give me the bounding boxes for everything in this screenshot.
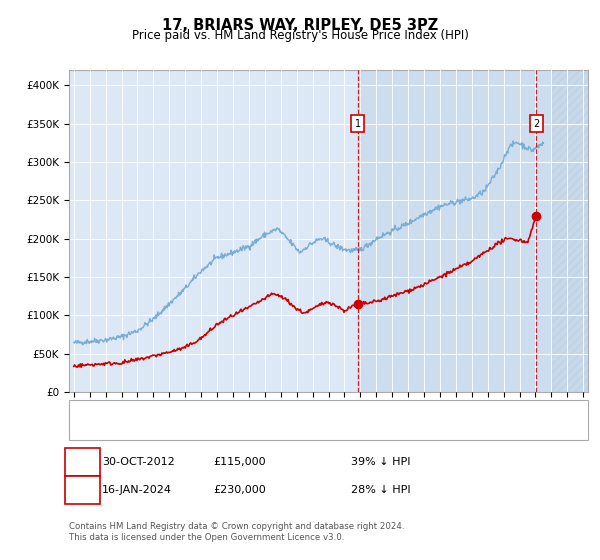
Text: 39% ↓ HPI: 39% ↓ HPI	[351, 457, 410, 467]
Text: HPI: Average price, detached house, Amber Valley: HPI: Average price, detached house, Ambe…	[116, 423, 391, 433]
Text: This data is licensed under the Open Government Licence v3.0.: This data is licensed under the Open Gov…	[69, 533, 344, 543]
Text: Price paid vs. HM Land Registry's House Price Index (HPI): Price paid vs. HM Land Registry's House …	[131, 29, 469, 42]
Bar	[551, 70, 588, 392]
Text: 2: 2	[533, 119, 539, 129]
Text: 17, BRIARS WAY, RIPLEY, DE5 3PZ (detached house): 17, BRIARS WAY, RIPLEY, DE5 3PZ (detache…	[116, 407, 401, 417]
Text: £230,000: £230,000	[213, 485, 266, 495]
Text: £115,000: £115,000	[213, 457, 266, 467]
Text: 2: 2	[79, 485, 86, 495]
Bar	[551, 70, 588, 392]
Text: Contains HM Land Registry data © Crown copyright and database right 2024.: Contains HM Land Registry data © Crown c…	[69, 522, 404, 531]
Bar	[358, 70, 551, 392]
Text: 17, BRIARS WAY, RIPLEY, DE5 3PZ: 17, BRIARS WAY, RIPLEY, DE5 3PZ	[162, 18, 438, 33]
Text: 1: 1	[355, 119, 361, 129]
Text: 1: 1	[79, 457, 86, 467]
Text: 30-OCT-2012: 30-OCT-2012	[102, 457, 175, 467]
Text: 28% ↓ HPI: 28% ↓ HPI	[351, 485, 410, 495]
Text: 16-JAN-2024: 16-JAN-2024	[102, 485, 172, 495]
